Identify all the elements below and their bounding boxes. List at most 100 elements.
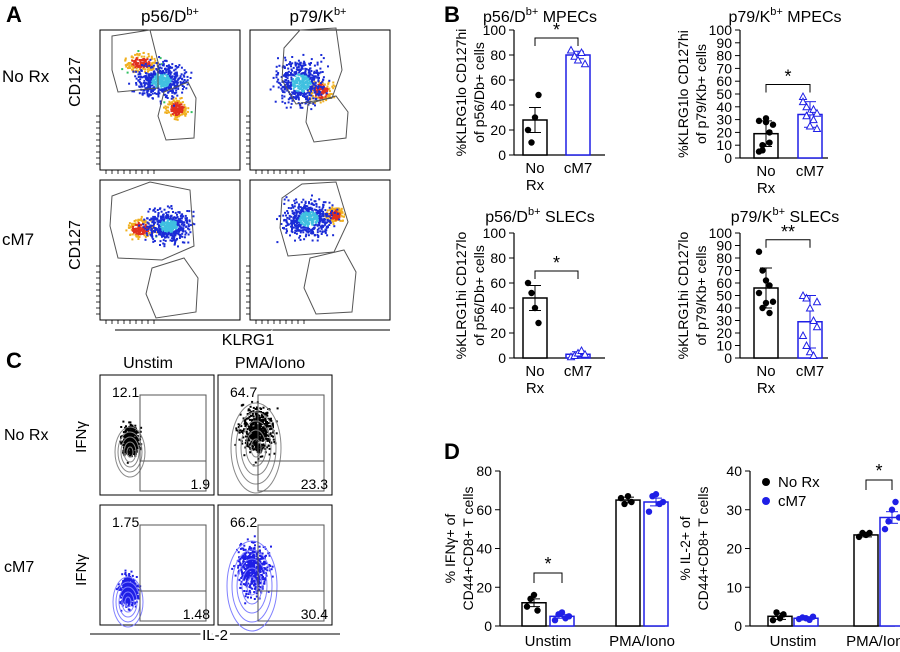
flow-event [329, 222, 332, 224]
flow-event [171, 101, 174, 104]
flow-event [152, 226, 155, 229]
flow-event [295, 89, 298, 92]
contour-event [264, 431, 267, 434]
contour-event [248, 439, 251, 442]
flow-event [309, 85, 312, 88]
flow-event [164, 73, 167, 76]
contour-event [246, 596, 249, 599]
flow-event [287, 70, 290, 73]
contour-line [120, 436, 140, 468]
flow-event [144, 70, 147, 73]
flow-event [169, 225, 172, 227]
contour-event [262, 426, 265, 429]
flow-event [170, 80, 173, 83]
flow-event [309, 219, 312, 221]
flow-event [321, 226, 324, 228]
contour-event [121, 583, 124, 586]
contour-event [270, 417, 272, 420]
flow-event [290, 68, 293, 71]
contour-event [247, 556, 250, 559]
contour-event [254, 413, 257, 416]
flow-event [173, 84, 176, 87]
contour-event [239, 413, 242, 416]
contour-event [262, 443, 265, 446]
contour-event [248, 415, 251, 418]
contour-event [250, 596, 252, 599]
contour-event [125, 428, 128, 431]
flow-event [146, 79, 149, 82]
flow-event [149, 86, 151, 89]
contour-event [254, 408, 257, 410]
flow-event [340, 209, 343, 212]
flow-event [319, 220, 322, 222]
contour-event [125, 436, 128, 439]
flow-event [284, 102, 287, 105]
contour-event [249, 418, 251, 421]
flow-event [144, 72, 147, 75]
flow-event [285, 214, 287, 217]
contour-event [241, 429, 244, 432]
flow-event [154, 59, 157, 62]
flow-event [187, 225, 190, 228]
contour-event [254, 424, 257, 427]
flow-event [183, 75, 186, 78]
contour-event [249, 571, 252, 574]
flow-event [134, 53, 137, 56]
flow-event [312, 102, 315, 105]
flow-event [297, 98, 300, 101]
contour-event [249, 552, 252, 555]
contour-event [128, 442, 130, 445]
flow-event [287, 212, 289, 215]
flow-event [138, 233, 141, 236]
contour-event [258, 545, 261, 548]
flow-event [142, 67, 145, 70]
contour-event [256, 408, 259, 411]
flow-event [137, 76, 140, 78]
flow-event [169, 76, 172, 79]
flow-event [181, 78, 184, 81]
flow-event [306, 89, 309, 92]
contour-event [126, 592, 129, 595]
contour-event [257, 416, 260, 419]
flow-event [168, 78, 171, 81]
flow-event [160, 210, 163, 213]
flow-event [275, 70, 278, 73]
contour-event [131, 451, 133, 454]
flow-event [290, 102, 293, 105]
contour-event [263, 567, 266, 570]
flow-event [139, 78, 142, 81]
contour-event [242, 547, 245, 550]
contour-event [243, 567, 246, 570]
flow-event [317, 227, 320, 230]
flow-event [310, 218, 313, 221]
contour-event [248, 429, 251, 432]
flow-event [135, 83, 138, 86]
flow-gate [305, 95, 349, 143]
flow-event [144, 76, 147, 79]
contour-event [260, 425, 263, 428]
flow-event [159, 66, 162, 69]
flow-event [167, 218, 170, 221]
contour-event [270, 427, 273, 430]
flow-event [149, 83, 151, 86]
contour-event [261, 427, 264, 430]
flow-event [161, 235, 164, 237]
flow-event [292, 78, 294, 80]
flow-event [174, 231, 177, 234]
flow-event [156, 218, 159, 221]
contour-event [124, 569, 127, 572]
quadrant-gate [257, 460, 325, 492]
contour-event [132, 589, 135, 592]
contour-event [253, 441, 256, 444]
contour-event [132, 599, 135, 602]
contour-event [131, 432, 134, 435]
flow-event [165, 83, 168, 86]
panel-c-xlabel-text: IL-2 [202, 627, 228, 644]
flow-event [167, 69, 170, 71]
contour-event [130, 589, 133, 592]
flow-event [301, 229, 304, 232]
contour-event [253, 427, 256, 430]
flow-event [269, 88, 272, 91]
contour-event [246, 575, 249, 578]
flow-event [328, 95, 331, 98]
